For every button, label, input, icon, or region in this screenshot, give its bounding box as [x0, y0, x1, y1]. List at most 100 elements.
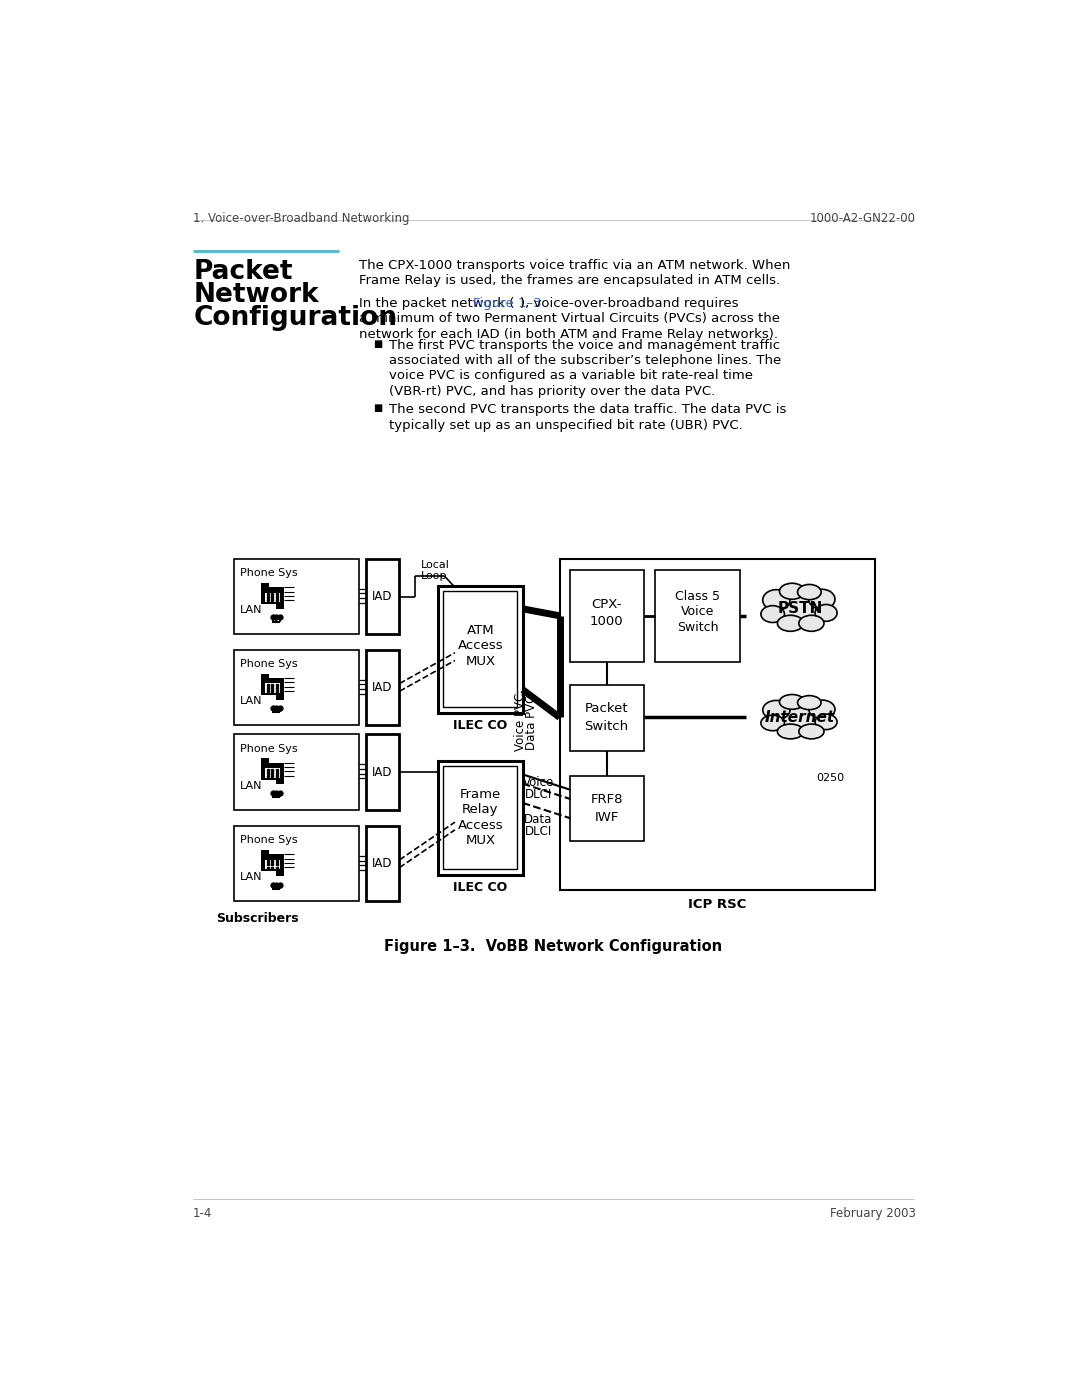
Text: Voice: Voice [680, 605, 714, 619]
Bar [261, 849, 269, 855]
Bar [276, 694, 284, 700]
Text: Access: Access [458, 640, 503, 652]
Text: LAN: LAN [240, 781, 262, 791]
Text: Packet: Packet [584, 701, 629, 715]
Text: CPX-: CPX- [592, 598, 622, 610]
Bar [438, 585, 523, 712]
Bar [261, 587, 284, 605]
Text: 0250: 0250 [816, 773, 845, 782]
Text: DLCI: DLCI [525, 788, 552, 802]
Text: Phone Sys: Phone Sys [240, 835, 298, 845]
Text: 1000-A2-GN22-00: 1000-A2-GN22-00 [809, 212, 916, 225]
Bar [261, 763, 284, 780]
Text: ■: ■ [374, 338, 382, 349]
Text: MUX: MUX [465, 655, 496, 668]
Bar [261, 673, 269, 679]
Text: network for each IAD (in both ATM and Frame Relay networks).: network for each IAD (in both ATM and Fr… [360, 328, 779, 341]
Ellipse shape [809, 700, 835, 718]
Ellipse shape [815, 714, 837, 729]
Ellipse shape [778, 724, 804, 739]
Text: Configuration: Configuration [193, 305, 397, 331]
Text: PSTN: PSTN [778, 601, 823, 616]
Ellipse shape [799, 615, 824, 631]
Text: Data: Data [524, 813, 552, 826]
Bar [444, 766, 517, 869]
Text: voice PVC is configured as a variable bit rate-real time: voice PVC is configured as a variable bi… [389, 369, 753, 383]
Bar [570, 570, 644, 662]
Text: typically set up as an unspecified bit rate (UBR) PVC.: typically set up as an unspecified bit r… [389, 419, 742, 432]
Bar [234, 826, 360, 901]
Text: IAD: IAD [373, 680, 393, 694]
Ellipse shape [777, 594, 823, 622]
Text: In the packet network (: In the packet network ( [360, 298, 515, 310]
Text: Switch: Switch [584, 721, 629, 733]
Bar [366, 735, 400, 810]
Ellipse shape [762, 590, 789, 610]
Text: LAN: LAN [240, 605, 262, 615]
Text: Voice PVC: Voice PVC [514, 693, 527, 752]
Text: Voice: Voice [523, 775, 554, 789]
Bar [234, 735, 360, 810]
Bar [266, 859, 280, 869]
Bar [276, 870, 284, 876]
Text: Loop: Loop [421, 571, 447, 581]
Text: IWF: IWF [594, 812, 619, 824]
Text: Phone Sys: Phone Sys [240, 659, 298, 669]
Ellipse shape [780, 694, 805, 710]
Text: Data PVC: Data PVC [525, 694, 538, 750]
Text: DLCI: DLCI [525, 826, 552, 838]
Bar [366, 559, 400, 634]
Text: Figure 1–3: Figure 1–3 [473, 298, 542, 310]
Bar [266, 592, 280, 602]
Text: MUX: MUX [465, 834, 496, 847]
Bar [266, 683, 280, 693]
Text: Packet: Packet [193, 258, 293, 285]
Text: ATM: ATM [467, 624, 495, 637]
Ellipse shape [809, 590, 835, 609]
Ellipse shape [762, 700, 789, 719]
Text: ), voice-over-broadband requires: ), voice-over-broadband requires [519, 298, 738, 310]
Text: Frame: Frame [460, 788, 501, 800]
Text: ILEC CO: ILEC CO [454, 719, 508, 732]
Bar [261, 759, 269, 764]
Bar [234, 559, 360, 634]
Text: associated with all of the subscriber’s telephone lines. The: associated with all of the subscriber’s … [389, 353, 781, 367]
Text: Frame Relay is used, the frames are encapsulated in ATM cells.: Frame Relay is used, the frames are enca… [360, 274, 781, 286]
Text: LAN: LAN [240, 696, 262, 705]
Text: Subscribers: Subscribers [216, 912, 298, 925]
Text: ■: ■ [374, 404, 382, 414]
Text: Figure 1–3.  VoBB Network Configuration: Figure 1–3. VoBB Network Configuration [384, 939, 723, 954]
Bar [261, 583, 269, 588]
Text: 1. Voice-over-Broadband Networking: 1. Voice-over-Broadband Networking [193, 212, 409, 225]
Ellipse shape [761, 606, 784, 623]
Text: Switch: Switch [677, 620, 718, 634]
Text: Access: Access [458, 819, 503, 831]
Text: Class 5: Class 5 [675, 590, 720, 604]
Ellipse shape [815, 605, 837, 622]
Ellipse shape [780, 584, 805, 599]
Bar [570, 685, 644, 750]
Ellipse shape [799, 724, 824, 739]
Text: LAN: LAN [240, 872, 262, 882]
Text: a minimum of two Permanent Virtual Circuits (PVCs) across the: a minimum of two Permanent Virtual Circu… [360, 313, 781, 326]
Bar [276, 780, 284, 784]
Bar [261, 678, 284, 696]
Text: Phone Sys: Phone Sys [240, 569, 298, 578]
Text: February 2003: February 2003 [829, 1207, 916, 1220]
Ellipse shape [777, 704, 823, 731]
Text: 1-4: 1-4 [193, 1207, 213, 1220]
Text: Relay: Relay [462, 803, 499, 816]
Bar [366, 826, 400, 901]
Bar [366, 650, 400, 725]
Bar [656, 570, 740, 662]
Text: The first PVC transports the voice and management traffic: The first PVC transports the voice and m… [389, 338, 780, 352]
Text: ILEC CO: ILEC CO [454, 880, 508, 894]
Text: IAD: IAD [373, 766, 393, 778]
Bar [276, 604, 284, 609]
Ellipse shape [797, 696, 821, 710]
Text: IAD: IAD [373, 590, 393, 604]
Text: Local: Local [421, 560, 450, 570]
Bar [444, 591, 517, 707]
Text: FRF8: FRF8 [591, 792, 623, 806]
Bar [570, 775, 644, 841]
